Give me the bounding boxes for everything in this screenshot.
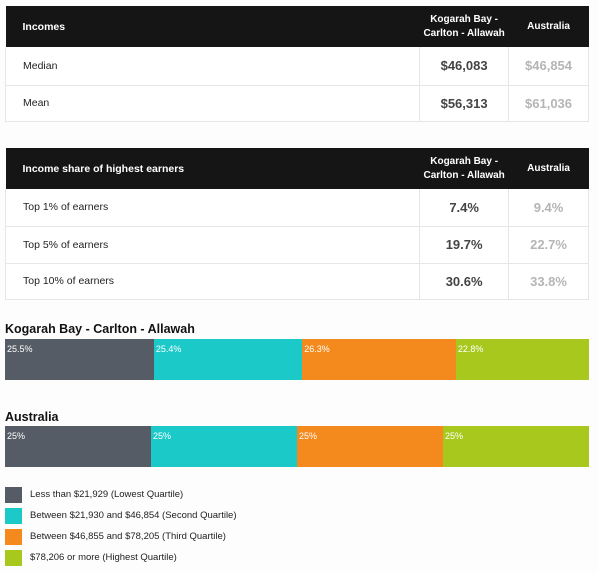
- row-local-value: 30.6%: [419, 263, 509, 300]
- incomes-header-local-line1: Kogarah Bay -: [430, 13, 498, 25]
- australia-quartile-bar: 25% 25% 25% 25%: [5, 426, 589, 467]
- legend-swatch-second: [5, 507, 22, 524]
- highest-quartile-segment: 25%: [443, 426, 589, 467]
- segment-value-label: 25.4%: [155, 344, 182, 354]
- segment-value-label: 25%: [7, 431, 26, 441]
- legend-swatch-lowest: [5, 486, 22, 503]
- kogarah-quartile-bar: 25.5% 25.4% 26.3% 22.8%: [5, 339, 589, 380]
- income-share-header-australia: Australia: [527, 162, 570, 174]
- table-row: Top 5% of earners 19.7% 22.7%: [4, 226, 589, 264]
- third-quartile-segment: 26.3%: [302, 339, 456, 380]
- row-local-value: $46,083: [419, 47, 509, 86]
- legend-label: Between $21,930 and $46,854 (Second Quar…: [30, 510, 237, 521]
- lowest-quartile-segment: 25%: [5, 426, 151, 467]
- income-share-header-local: Kogarah Bay - Carlton - Allawah: [420, 148, 509, 189]
- segment-value-label: 22.8%: [457, 344, 484, 354]
- legend-label: Less than $21,929 (Lowest Quartile): [30, 489, 184, 500]
- incomes-header-label: Incomes: [22, 20, 66, 33]
- segment-value-label: 25.5%: [7, 344, 33, 354]
- legend-item: Between $21,930 and $46,854 (Second Quar…: [5, 505, 237, 526]
- row-australia-value: 33.8%: [508, 263, 589, 300]
- row-label: Top 10% of earners: [4, 263, 420, 300]
- row-australia-value: 9.4%: [508, 189, 589, 227]
- incomes-header-local-line2: Carlton - Allawah: [423, 27, 505, 39]
- lowest-quartile-segment: 25.5%: [5, 339, 154, 380]
- income-share-header-row: Income share of highest earners Kogarah …: [5, 148, 589, 189]
- quartile-legend: Less than $21,929 (Lowest Quartile) Betw…: [5, 484, 237, 568]
- row-label: Mean: [4, 85, 420, 122]
- incomes-header-local: Kogarah Bay - Carlton - Allawah: [420, 6, 509, 47]
- row-label: Top 1% of earners: [4, 189, 420, 227]
- incomes-table: Incomes Kogarah Bay - Carlton - Allawah …: [4, 6, 589, 122]
- row-australia-value: $46,854: [508, 47, 589, 86]
- row-australia-value: $61,036: [508, 85, 589, 122]
- row-local-value: 7.4%: [419, 189, 509, 227]
- legend-label: Between $46,855 and $78,205 (Third Quart…: [30, 531, 226, 542]
- table-row: Top 1% of earners 7.4% 9.4%: [4, 189, 589, 227]
- row-australia-value: 22.7%: [508, 226, 589, 264]
- income-share-header-local-line2: Carlton - Allawah: [423, 169, 505, 181]
- legend-item: Less than $21,929 (Lowest Quartile): [5, 484, 237, 505]
- third-quartile-segment: 25%: [297, 426, 443, 467]
- incomes-header-australia: Australia: [527, 20, 570, 32]
- kogarah-chart-title: Kogarah Bay - Carlton - Allawah: [5, 322, 195, 336]
- row-local-value: $56,313: [419, 85, 509, 122]
- row-local-value: 19.7%: [419, 226, 509, 264]
- segment-value-label: 25%: [445, 431, 464, 441]
- incomes-header-row: Incomes Kogarah Bay - Carlton - Allawah …: [5, 6, 589, 47]
- segment-value-label: 25%: [299, 431, 318, 441]
- australia-chart-title: Australia: [5, 410, 59, 424]
- legend-item: Between $46,855 and $78,205 (Third Quart…: [5, 526, 237, 547]
- legend-swatch-highest: [5, 549, 22, 566]
- legend-item: $78,206 or more (Highest Quartile): [5, 547, 237, 568]
- highest-quartile-segment: 22.8%: [455, 339, 589, 380]
- income-share-header-local-line1: Kogarah Bay -: [430, 155, 499, 167]
- legend-label: $78,206 or more (Highest Quartile): [30, 552, 177, 563]
- table-row: Median $46,083 $46,854: [4, 47, 589, 86]
- second-quartile-segment: 25%: [151, 426, 297, 467]
- table-row: Mean $56,313 $61,036: [4, 85, 589, 122]
- table-row: Top 10% of earners 30.6% 33.8%: [4, 263, 589, 300]
- legend-swatch-third: [5, 528, 22, 545]
- second-quartile-segment: 25.4%: [153, 339, 303, 380]
- row-label: Median: [4, 47, 420, 86]
- income-share-table: Income share of highest earners Kogarah …: [4, 148, 589, 300]
- row-label: Top 5% of earners: [4, 226, 420, 264]
- income-share-header-label: Income share of highest earners: [22, 162, 185, 175]
- segment-value-label: 25%: [153, 431, 172, 441]
- segment-value-label: 26.3%: [304, 344, 330, 354]
